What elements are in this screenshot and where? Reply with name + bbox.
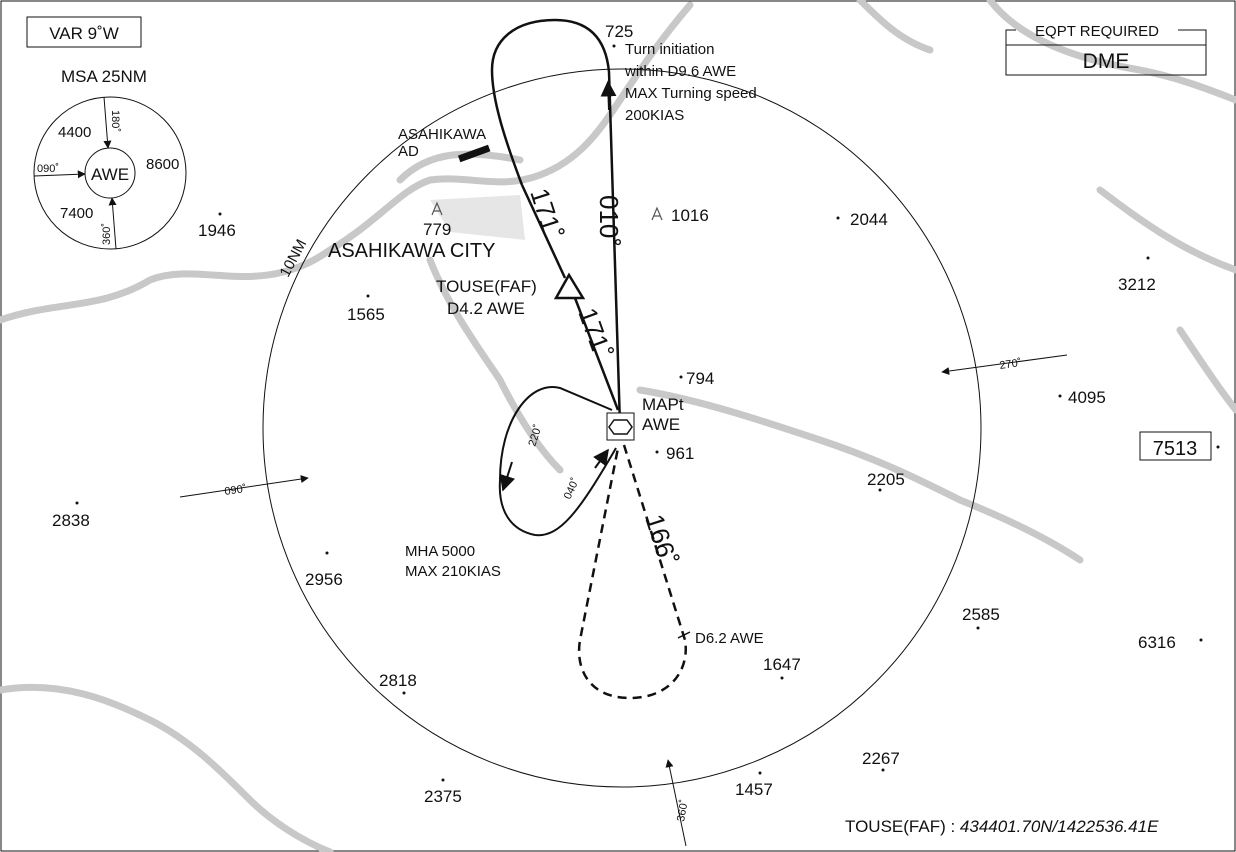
msa-sector: 7400 [60, 205, 93, 222]
elevation: 2585 [962, 605, 1000, 624]
msa-bearing: 180˚ [109, 110, 121, 132]
vor-symbol [608, 419, 633, 435]
elevation: 725 [605, 22, 633, 41]
msa-center-label: AWE [91, 165, 129, 184]
elevation: 7513 [1153, 438, 1198, 460]
faf-dme: D4.2 AWE [447, 299, 525, 318]
msa-sector: 4400 [58, 124, 91, 141]
elevation: 1457 [735, 780, 773, 799]
elevation: 2267 [862, 749, 900, 768]
mapt: AWE [642, 415, 680, 434]
missed-fix: D6.2 AWE [695, 630, 764, 647]
inbound-track [573, 297, 620, 411]
procedure-track [490, 18, 622, 426]
footer-coordinates: 434401.70N/1422536.41E [960, 817, 1159, 836]
variation-box [26, 16, 142, 48]
city: ASAHIKAWA CITY [328, 240, 495, 262]
track-label: 171˚ [572, 304, 618, 363]
elevation: 3212 [1118, 275, 1156, 294]
track-label: 171˚ [524, 185, 569, 244]
elevation: 794 [686, 369, 714, 388]
runway [457, 144, 491, 163]
mapt: MAPt [642, 395, 684, 414]
obstacle [651, 206, 663, 221]
variation: VAR 9˚W [49, 24, 119, 43]
inbound-track [520, 184, 567, 279]
missed-approach [577, 444, 687, 700]
range-ring [262, 68, 982, 788]
msa-title: MSA 25NM [61, 67, 147, 86]
track-label: 166˚ [639, 511, 684, 570]
footer-fix: TOUSE(FAF) : [845, 817, 960, 836]
elevation: 2956 [305, 570, 343, 589]
elevation: 2818 [379, 671, 417, 690]
elevation: 4095 [1068, 388, 1106, 407]
track-label: 010˚ [594, 195, 624, 247]
obstacle [431, 201, 443, 216]
elevation: 2044 [850, 210, 888, 229]
holding-note: MAX 210KIAS [405, 563, 501, 580]
elevation: 779 [423, 220, 451, 239]
aerodrome: ASAHIKAWA [398, 126, 486, 143]
eqpt-value: DME [1083, 50, 1130, 73]
city-area [430, 195, 525, 240]
turn-note: Turn initiation [625, 41, 715, 58]
arrow-label: 090˚ [224, 483, 247, 498]
arrow-label: 270˚ [999, 357, 1022, 372]
turn-note: 200KIAS [625, 107, 684, 124]
eqpt-label: EQPT REQUIRED [1035, 23, 1159, 40]
msa-bearing: 360˚ [101, 223, 113, 245]
elevation: 1647 [763, 655, 801, 674]
elevation: 961 [666, 444, 694, 463]
msa-sector: 8600 [146, 156, 179, 173]
track-label: 040˚ [562, 476, 582, 501]
eqpt-box [1005, 44, 1207, 76]
arrow-label: 360˚ [675, 799, 691, 823]
footer: TOUSE(FAF) : 434401.70N/1422536.41E [845, 817, 1159, 836]
turn-note: within D9.6 AWE [624, 63, 736, 80]
elevation: 2375 [424, 787, 462, 806]
elevation: 2838 [52, 511, 90, 530]
aerodrome: AD [398, 143, 419, 160]
faf-symbol [553, 272, 586, 300]
elevation: 2205 [867, 470, 905, 489]
mapt-box [606, 412, 635, 441]
elevation: 1946 [198, 221, 236, 240]
msa-bearing: 090˚ [37, 163, 59, 175]
elevation: 1016 [671, 206, 709, 225]
elevation: 6316 [1138, 633, 1176, 652]
elevation: 1565 [347, 305, 385, 324]
holding-pattern [498, 385, 617, 537]
spot-elevations: 725 1946 1016 2044 3212 779 1565 794 409… [52, 22, 1220, 806]
holding-note: MHA 5000 [405, 543, 475, 560]
turn-note: MAX Turning speed [625, 85, 757, 102]
faf-name: TOUSE(FAF) [436, 277, 537, 296]
